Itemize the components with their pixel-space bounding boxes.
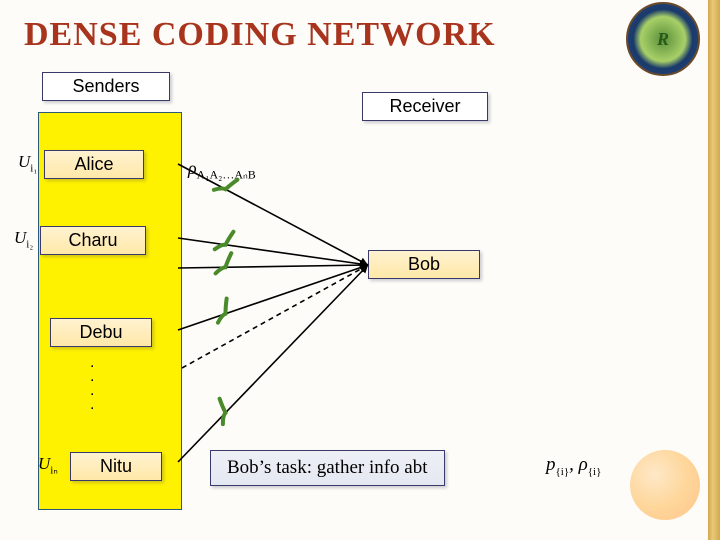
formula-probset: p{i}, ρ{i} bbox=[546, 454, 601, 478]
sender-alice: Alice bbox=[44, 150, 144, 179]
receiver-label: Receiver bbox=[362, 92, 488, 121]
sender-charu: Charu bbox=[40, 226, 146, 255]
logo-glyph: R bbox=[657, 29, 669, 50]
task-box: Bob’s task: gather info abt bbox=[210, 450, 445, 486]
vertical-ellipsis: .... bbox=[90, 356, 94, 412]
sender-debu: Debu bbox=[50, 318, 152, 347]
formula-rho: ρA₁A₂…AₙB bbox=[188, 158, 256, 183]
task-text: Bob’s task: gather info abt bbox=[227, 457, 428, 478]
formula-u1: Ui₁ bbox=[18, 152, 37, 174]
institute-logo: R bbox=[626, 2, 700, 76]
decorative-circle bbox=[630, 450, 700, 520]
page-title: DENSE CODING NETWORK bbox=[24, 16, 496, 54]
sender-nitu: Nitu bbox=[70, 452, 162, 481]
side-stripe bbox=[708, 0, 720, 540]
formula-u2: Ui₂ bbox=[14, 228, 33, 250]
senders-label: Senders bbox=[42, 72, 170, 101]
formula-uN: Uiₙ bbox=[38, 454, 58, 476]
receiver-bob: Bob bbox=[368, 250, 480, 279]
